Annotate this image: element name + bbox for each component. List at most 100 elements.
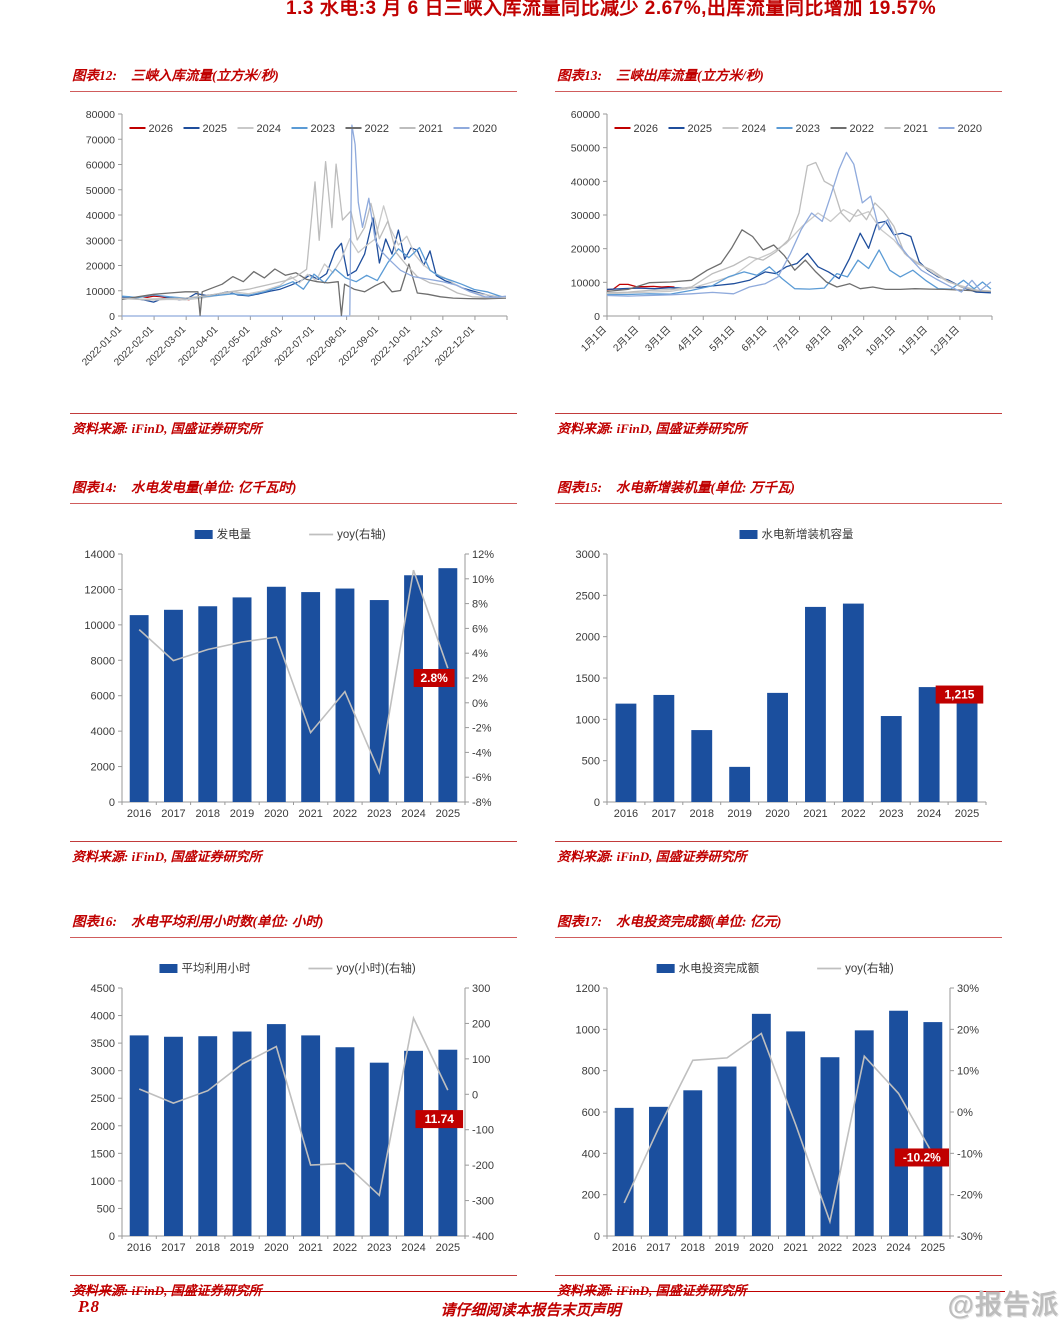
- x-tick-label: 2023: [879, 808, 903, 820]
- bar-2020: [751, 1013, 771, 1236]
- svg-text:4000: 4000: [91, 1011, 115, 1023]
- x-tick-label: 4月1日: [675, 324, 705, 354]
- series-2020: [349, 124, 506, 316]
- bar-2023: [369, 1062, 389, 1236]
- svg-text:200: 200: [582, 1190, 600, 1202]
- svg-text:0: 0: [109, 797, 115, 809]
- right-axis: -30% -20% -10% 0% 10% 20% 30%: [950, 983, 983, 1243]
- bar-2016: [614, 1107, 634, 1236]
- x-tick-label: 2021: [298, 808, 322, 820]
- x-tick-label: 2017: [161, 1242, 185, 1254]
- left-axis: 0 2000 4000 6000 8000 10000 12000 14000: [84, 549, 122, 809]
- left-axis: 0 500 1000 1500 2000 2500 3000 3500 4000 4500: [91, 983, 122, 1243]
- figure-12-title: 三峡入库流量(立方米/秒): [131, 68, 279, 83]
- section-title: 1.3 水电:3 月 6 日三峡入库流量同比减少 2.67%,出库流量同比增加 …: [286, 0, 937, 19]
- figure-13-title: 三峡出库流量(立方米/秒): [616, 68, 764, 83]
- y-axis: 0 10000 20000 30000 40000 50000 60000 70000 8000…: [86, 109, 122, 323]
- figure-13-line-chart: 0 10000 20000 30000 40000 50000 60000 1月1日 2月1日 3…: [571, 109, 993, 358]
- svg-text:-20%: -20%: [957, 1190, 983, 1202]
- bar-2020: [266, 1024, 286, 1236]
- x-tick-label: 2022: [333, 808, 357, 820]
- data-badge: 11.74: [415, 1110, 464, 1129]
- series-2025: [121, 217, 506, 303]
- legend: 平均利用小时 yoy(小时)(右轴): [159, 961, 416, 975]
- bar-2019: [729, 766, 751, 802]
- figure-13-rule: [555, 91, 1002, 92]
- svg-text:1000: 1000: [576, 714, 600, 726]
- bar-2023: [369, 600, 389, 802]
- legend-label-2021: 2021: [419, 123, 443, 135]
- series-2021: [606, 161, 991, 294]
- x-tick-label: 1月1日: [579, 324, 609, 354]
- left-axis: 0 200 400 600 800 1000 1200: [576, 983, 607, 1243]
- svg-text:-200: -200: [472, 1160, 494, 1172]
- bar-2024: [404, 575, 423, 802]
- figure-14-header: 图表14: 水电发电量(单位: 亿千瓦时): [70, 472, 517, 503]
- legend-label-2023: 2023: [311, 123, 335, 135]
- bar-2021: [301, 592, 321, 802]
- figure-15-block: 图表15: 水电新增装机量(单位: 万千瓦) 0 500 1000 1500 2000 25…: [555, 472, 1002, 865]
- svg-text:20000: 20000: [86, 261, 115, 273]
- figure-17-block: 图表17: 水电投资完成额(单位: 亿元) 0 200 400 600 800 1000 12…: [555, 906, 1002, 1299]
- legend-label: yoy(右轴): [845, 961, 894, 975]
- x-tick-label: 2021: [803, 808, 827, 820]
- bar-2025: [923, 1022, 943, 1236]
- svg-text:-2%: -2%: [472, 723, 492, 735]
- figure-13-block: 图表13: 三峡出库流量(立方米/秒) 0 10000 20000 30000 40000…: [555, 60, 1002, 437]
- data-badge: -10.2%: [894, 1148, 949, 1167]
- svg-text:40000: 40000: [571, 176, 600, 188]
- svg-text:30000: 30000: [86, 235, 115, 247]
- legend-label: 水电新增装机容量: [762, 527, 854, 541]
- svg-text:1000: 1000: [91, 1176, 115, 1188]
- bar-2025: [438, 1049, 458, 1236]
- svg-text:6000: 6000: [91, 691, 115, 703]
- figure-17-header: 图表17: 水电投资完成额(单位: 亿元): [555, 906, 1002, 937]
- svg-text:40000: 40000: [86, 210, 115, 222]
- legend: 2026 2025 2024 2023 2022 2021 2020: [614, 123, 982, 135]
- x-tick-label: 2月1日: [611, 324, 641, 354]
- bar-2016: [615, 703, 637, 802]
- svg-text:500: 500: [582, 756, 600, 768]
- x-tick-label: 2025: [436, 808, 460, 820]
- bar-2018: [683, 1090, 703, 1236]
- x-axis: 1月1日 2月1日 3月1日 4月1日 5月1日 6月1日 7月1日 8月1日 9月1日10月1…: [579, 316, 993, 358]
- figure-17-label: 图表17:: [557, 914, 602, 929]
- x-tick-label: 8月1日: [803, 324, 833, 354]
- x-tick-label: 2017: [646, 1242, 670, 1254]
- svg-text:30000: 30000: [571, 210, 600, 222]
- figure-12-source: 资料来源: iFinD, 国盛证券研究所: [70, 413, 517, 437]
- x-tick-label: 2025: [921, 1242, 945, 1254]
- svg-text:500: 500: [97, 1203, 115, 1215]
- x-tick-label: 2020: [749, 1242, 773, 1254]
- svg-text:12%: 12%: [472, 549, 494, 561]
- bar-2017: [164, 609, 183, 802]
- x-tick-label: 2024: [917, 808, 941, 820]
- bar-2016: [129, 1035, 149, 1236]
- x-tick-label: 2016: [127, 1242, 151, 1254]
- bar-2024: [889, 1010, 908, 1236]
- svg-text:4%: 4%: [472, 648, 488, 660]
- x-tick-label: 2023: [367, 1242, 391, 1254]
- figure-14-source: 资料来源: iFinD, 国盛证券研究所: [70, 841, 517, 865]
- x-tick-label: 2018: [196, 808, 220, 820]
- svg-text:20000: 20000: [571, 244, 600, 256]
- x-tick-label: 2020: [765, 808, 789, 820]
- legend-label: 平均利用小时: [181, 962, 250, 975]
- svg-text:2000: 2000: [576, 632, 600, 644]
- bar-2025: [956, 701, 978, 802]
- bar-2019: [717, 1066, 737, 1236]
- bars: [614, 1010, 943, 1236]
- svg-text:0: 0: [109, 1231, 115, 1243]
- x-tick-label: 12月1日: [928, 324, 962, 358]
- svg-text:1500: 1500: [576, 673, 600, 685]
- legend-label-2020: 2020: [958, 123, 982, 135]
- bar-2016: [129, 615, 149, 802]
- badge-value: 1,215: [944, 688, 974, 702]
- svg-text:10000: 10000: [571, 277, 600, 289]
- x-tick-label: 2016: [612, 1242, 636, 1254]
- figure-12-line-chart: 0 10000 20000 30000 40000 50000 60000 70000 8000…: [80, 109, 508, 368]
- svg-text:0%: 0%: [472, 698, 488, 710]
- svg-text:200: 200: [472, 1018, 490, 1030]
- svg-text:1200: 1200: [576, 983, 600, 995]
- figure-13-label: 图表13:: [557, 68, 602, 83]
